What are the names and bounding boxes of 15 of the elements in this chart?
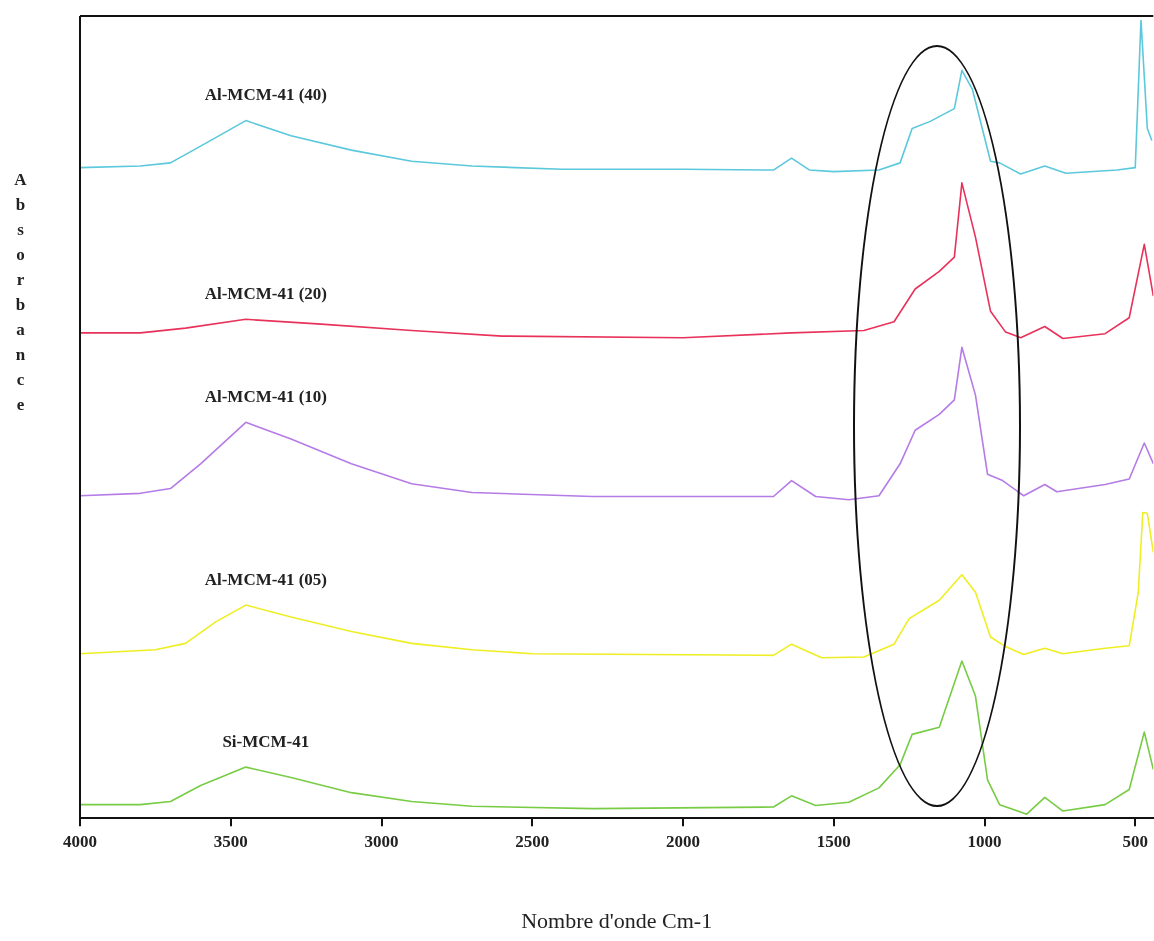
x-tick-label: 3500: [213, 831, 248, 851]
series-label: Al-MCM-41 (05): [204, 569, 327, 589]
series-label: Al-MCM-41 (20): [204, 284, 327, 304]
x-tick-label: 500: [1122, 831, 1148, 851]
x-tick-label: 1500: [816, 831, 851, 851]
x-axis-title: Nombre d'onde Cm-1: [521, 907, 713, 933]
y-axis-title: Absorbance: [10, 170, 30, 420]
x-tick-label: 2000: [666, 831, 700, 851]
x-tick-label: 4000: [63, 831, 97, 851]
series-label: Al-MCM-41 (40): [204, 85, 327, 105]
series-label: Al-MCM-41 (10): [204, 387, 327, 407]
x-tick-label: 3000: [364, 831, 399, 851]
series-label: Si-MCM-41: [222, 732, 310, 752]
x-tick-label: 1000: [967, 831, 1002, 851]
x-tick-label: 2500: [515, 831, 550, 851]
